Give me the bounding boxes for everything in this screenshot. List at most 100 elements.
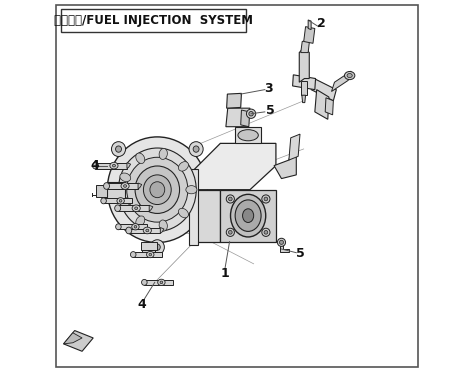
Ellipse shape bbox=[158, 279, 165, 285]
Text: 4: 4 bbox=[90, 159, 99, 172]
Polygon shape bbox=[226, 108, 250, 127]
Ellipse shape bbox=[117, 198, 124, 204]
Ellipse shape bbox=[178, 208, 189, 218]
Ellipse shape bbox=[143, 227, 151, 234]
Polygon shape bbox=[280, 242, 289, 252]
Ellipse shape bbox=[277, 238, 285, 246]
Ellipse shape bbox=[134, 225, 137, 228]
Ellipse shape bbox=[104, 183, 109, 189]
Ellipse shape bbox=[136, 216, 145, 227]
Ellipse shape bbox=[226, 195, 235, 203]
Polygon shape bbox=[301, 81, 307, 95]
Ellipse shape bbox=[119, 199, 122, 202]
Ellipse shape bbox=[112, 164, 116, 167]
Ellipse shape bbox=[230, 194, 266, 237]
Polygon shape bbox=[331, 71, 351, 92]
Ellipse shape bbox=[146, 229, 149, 232]
Ellipse shape bbox=[116, 146, 121, 152]
Polygon shape bbox=[133, 252, 162, 257]
Text: 4: 4 bbox=[137, 298, 146, 311]
Polygon shape bbox=[149, 205, 153, 211]
Ellipse shape bbox=[136, 153, 145, 163]
Ellipse shape bbox=[347, 74, 352, 78]
Polygon shape bbox=[315, 90, 329, 119]
Text: 2: 2 bbox=[317, 17, 326, 30]
Polygon shape bbox=[325, 98, 333, 115]
Ellipse shape bbox=[101, 198, 106, 204]
Ellipse shape bbox=[186, 186, 197, 194]
Ellipse shape bbox=[92, 162, 99, 169]
Ellipse shape bbox=[126, 227, 132, 234]
Polygon shape bbox=[194, 143, 276, 190]
Ellipse shape bbox=[243, 209, 254, 222]
Ellipse shape bbox=[264, 197, 268, 201]
Polygon shape bbox=[194, 190, 220, 241]
Polygon shape bbox=[299, 47, 309, 82]
Ellipse shape bbox=[124, 185, 127, 187]
Polygon shape bbox=[289, 134, 300, 160]
Ellipse shape bbox=[107, 137, 207, 243]
Polygon shape bbox=[118, 205, 149, 211]
Ellipse shape bbox=[132, 205, 140, 212]
Polygon shape bbox=[227, 93, 241, 108]
Ellipse shape bbox=[135, 166, 180, 214]
Polygon shape bbox=[302, 95, 306, 103]
Ellipse shape bbox=[159, 220, 167, 231]
Text: 喷油系统/FUEL INJECTION  SYSTEM: 喷油系统/FUEL INJECTION SYSTEM bbox=[54, 14, 253, 27]
Polygon shape bbox=[129, 228, 160, 234]
Text: 3: 3 bbox=[264, 83, 273, 95]
Polygon shape bbox=[107, 183, 138, 189]
Ellipse shape bbox=[246, 109, 255, 118]
Ellipse shape bbox=[228, 231, 232, 234]
Ellipse shape bbox=[120, 198, 131, 206]
Ellipse shape bbox=[120, 173, 131, 182]
Ellipse shape bbox=[264, 231, 268, 234]
Ellipse shape bbox=[193, 146, 199, 152]
Ellipse shape bbox=[238, 130, 258, 141]
Ellipse shape bbox=[111, 142, 126, 157]
Ellipse shape bbox=[146, 251, 154, 258]
Polygon shape bbox=[96, 185, 107, 197]
Polygon shape bbox=[64, 333, 82, 344]
Polygon shape bbox=[95, 163, 127, 169]
Ellipse shape bbox=[116, 224, 121, 230]
Ellipse shape bbox=[280, 240, 283, 244]
Ellipse shape bbox=[130, 251, 136, 257]
Polygon shape bbox=[311, 78, 337, 101]
Ellipse shape bbox=[159, 148, 167, 160]
Polygon shape bbox=[145, 280, 173, 285]
Bar bbox=[61, 9, 246, 32]
Polygon shape bbox=[118, 224, 147, 230]
Ellipse shape bbox=[345, 71, 355, 80]
Ellipse shape bbox=[262, 195, 270, 203]
Ellipse shape bbox=[118, 148, 196, 231]
Ellipse shape bbox=[142, 279, 147, 285]
Ellipse shape bbox=[121, 183, 129, 189]
Polygon shape bbox=[274, 149, 296, 179]
Ellipse shape bbox=[228, 197, 232, 201]
Text: 5: 5 bbox=[266, 104, 275, 117]
Polygon shape bbox=[143, 250, 155, 257]
Ellipse shape bbox=[235, 200, 261, 231]
Polygon shape bbox=[241, 110, 250, 127]
Polygon shape bbox=[127, 163, 131, 169]
Ellipse shape bbox=[150, 240, 164, 254]
Polygon shape bbox=[220, 190, 276, 241]
Ellipse shape bbox=[132, 224, 139, 230]
Ellipse shape bbox=[144, 175, 171, 205]
Polygon shape bbox=[189, 169, 198, 245]
Polygon shape bbox=[301, 39, 310, 52]
Ellipse shape bbox=[249, 112, 253, 116]
Polygon shape bbox=[138, 183, 142, 189]
Ellipse shape bbox=[110, 162, 118, 169]
Polygon shape bbox=[141, 241, 157, 250]
Polygon shape bbox=[235, 127, 261, 143]
Ellipse shape bbox=[178, 161, 189, 171]
Polygon shape bbox=[64, 331, 93, 351]
Ellipse shape bbox=[226, 228, 235, 236]
Polygon shape bbox=[292, 75, 316, 90]
Polygon shape bbox=[104, 198, 133, 203]
Ellipse shape bbox=[127, 157, 188, 222]
Ellipse shape bbox=[262, 228, 270, 236]
Ellipse shape bbox=[160, 281, 163, 284]
